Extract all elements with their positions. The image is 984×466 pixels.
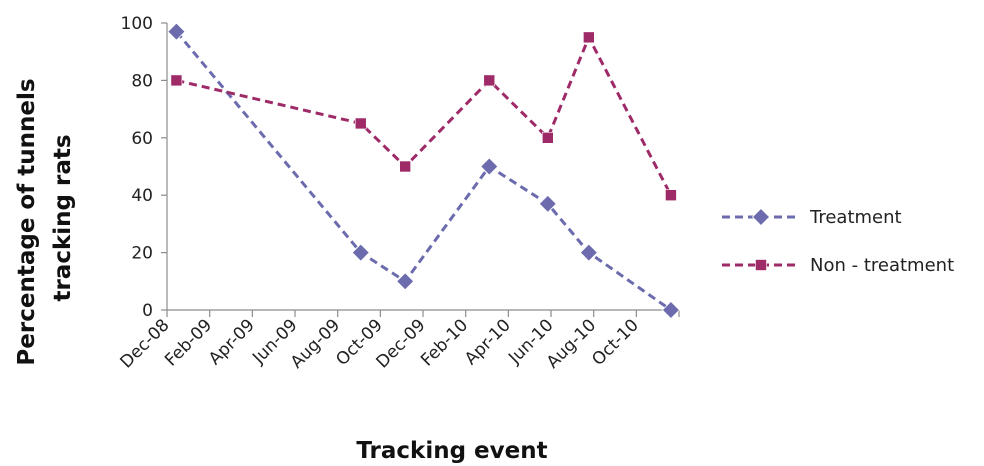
y-axis-title-line-2: tracking rats <box>50 134 76 301</box>
treatment-data-point <box>351 243 370 262</box>
legend-non-treatment-marker <box>755 259 767 271</box>
y-tick-label: 20 <box>131 244 153 264</box>
y-tick-label: 100 <box>121 14 153 34</box>
treatment-data-point <box>480 157 499 176</box>
non-treatment-data-point <box>483 74 496 87</box>
legend-non-treatment-label: Non - treatment <box>810 255 954 276</box>
non-treatment-data-point <box>170 74 183 87</box>
y-tick-label: 60 <box>131 129 153 149</box>
y-tick-label: 40 <box>131 186 153 206</box>
x-tick-label: Oct-10 <box>588 315 643 370</box>
treatment-series-line <box>175 30 672 312</box>
y-tick-label: 80 <box>131 71 153 91</box>
x-tick-label: Apr-09 <box>205 315 259 369</box>
legend: Treatment Non - treatment <box>722 207 954 276</box>
y-tick-label: 0 <box>142 301 153 321</box>
treatment-data-point <box>661 300 680 320</box>
non-treatment-series-line <box>176 33 673 196</box>
legend-treatment-label: Treatment <box>809 207 902 228</box>
non-treatment-data-point <box>399 160 411 173</box>
x-tick-label: Feb-09 <box>161 315 216 370</box>
x-tick-label: Apr-10 <box>461 315 515 369</box>
y-axis-title-line-1: Percentage of tunnels <box>14 78 40 365</box>
treatment-data-point <box>396 272 415 291</box>
treatment-data-point <box>538 194 557 213</box>
legend-treatment-marker <box>751 207 771 227</box>
x-tick-label: Feb-10 <box>417 315 472 370</box>
non-treatment-data-point <box>583 31 595 44</box>
treatment-data-point <box>167 22 186 41</box>
x-axis-title: Tracking event <box>356 438 547 464</box>
x-tick-label: Dec-08 <box>116 315 173 372</box>
treatment-data-point <box>579 243 598 262</box>
non-treatment-data-point <box>354 117 367 130</box>
non-treatment-data-point <box>542 132 554 144</box>
y-axis-title: Percentage of tunnels tracking rats <box>14 70 76 365</box>
non-treatment-data-point <box>665 189 677 201</box>
